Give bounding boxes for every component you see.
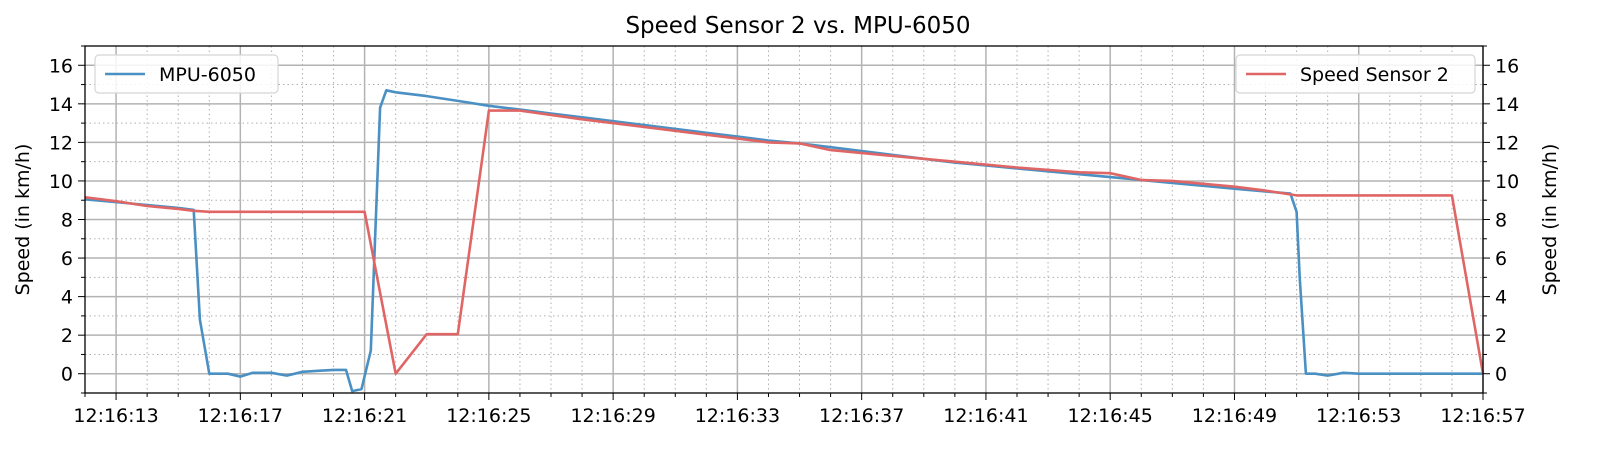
legends: MPU-6050 Speed Sensor 2 [94, 54, 1476, 94]
legend-box [94, 54, 279, 94]
y-tick-label-left: 6 [61, 248, 73, 270]
y-axis-label-left: Speed (in km/h) [12, 144, 34, 296]
series-lines [84, 89, 1485, 393]
y-axis-label-right: Speed (in km/h) [1539, 144, 1561, 296]
x-tick-label: 12:16:29 [570, 405, 655, 427]
y-tick-label-right: 8 [1495, 210, 1507, 232]
x-tick-label: 12:16:41 [943, 405, 1028, 427]
x-tick-label: 12:16:53 [1316, 405, 1401, 427]
series-line-mpu-6050 [84, 89, 1483, 393]
chart-title: Speed Sensor 2 vs. MPU-6050 [625, 13, 970, 39]
legend-mpu-6050: MPU-6050 [94, 54, 279, 94]
y-tick-label-right: 10 [1495, 171, 1519, 193]
x-tick-label: 12:16:49 [1192, 405, 1277, 427]
y-tick-label-left: 4 [61, 287, 73, 309]
y-tick-label-right: 6 [1495, 248, 1507, 270]
y-tick-label-right: 16 [1495, 55, 1519, 77]
x-tick-label: 12:16:37 [819, 405, 904, 427]
y-tick-label-right: 4 [1495, 287, 1507, 309]
y-tick-label-left: 16 [49, 55, 73, 77]
x-tick-label: 12:16:13 [73, 405, 158, 427]
y-tick-label-left: 10 [49, 171, 73, 193]
x-tick-label: 12:16:25 [446, 405, 531, 427]
y-tick-label-left: 14 [49, 94, 73, 116]
y-tick-label-left: 2 [61, 325, 73, 347]
series-line-speed-sensor-2 [84, 109, 1485, 376]
y-tick-label-left: 12 [49, 132, 73, 154]
y-tick-label-left: 0 [61, 364, 73, 386]
y-tick-label-left: 8 [61, 210, 73, 232]
axes: 12:16:13 12:16:17 12:16:21 12:16:25 12:16:29… [49, 45, 1526, 427]
x-tick-label: 12:16:33 [695, 405, 780, 427]
x-tick-label: 12:16:21 [322, 405, 407, 427]
x-tick-label: 12:16:17 [198, 405, 283, 427]
legend-label: MPU-6050 [159, 64, 256, 86]
y-tick-label-right: 0 [1495, 364, 1507, 386]
legend-box [1235, 54, 1476, 94]
legend-label: Speed Sensor 2 [1300, 64, 1449, 86]
grid [84, 45, 1484, 394]
x-tick-label: 12:16:57 [1440, 405, 1525, 427]
y-tick-label-right: 14 [1495, 94, 1519, 116]
y-tick-label-right: 2 [1495, 325, 1507, 347]
legend-speed-sensor-2: Speed Sensor 2 [1235, 54, 1476, 94]
y-tick-label-right: 12 [1495, 132, 1519, 154]
x-tick-label: 12:16:45 [1068, 405, 1153, 427]
